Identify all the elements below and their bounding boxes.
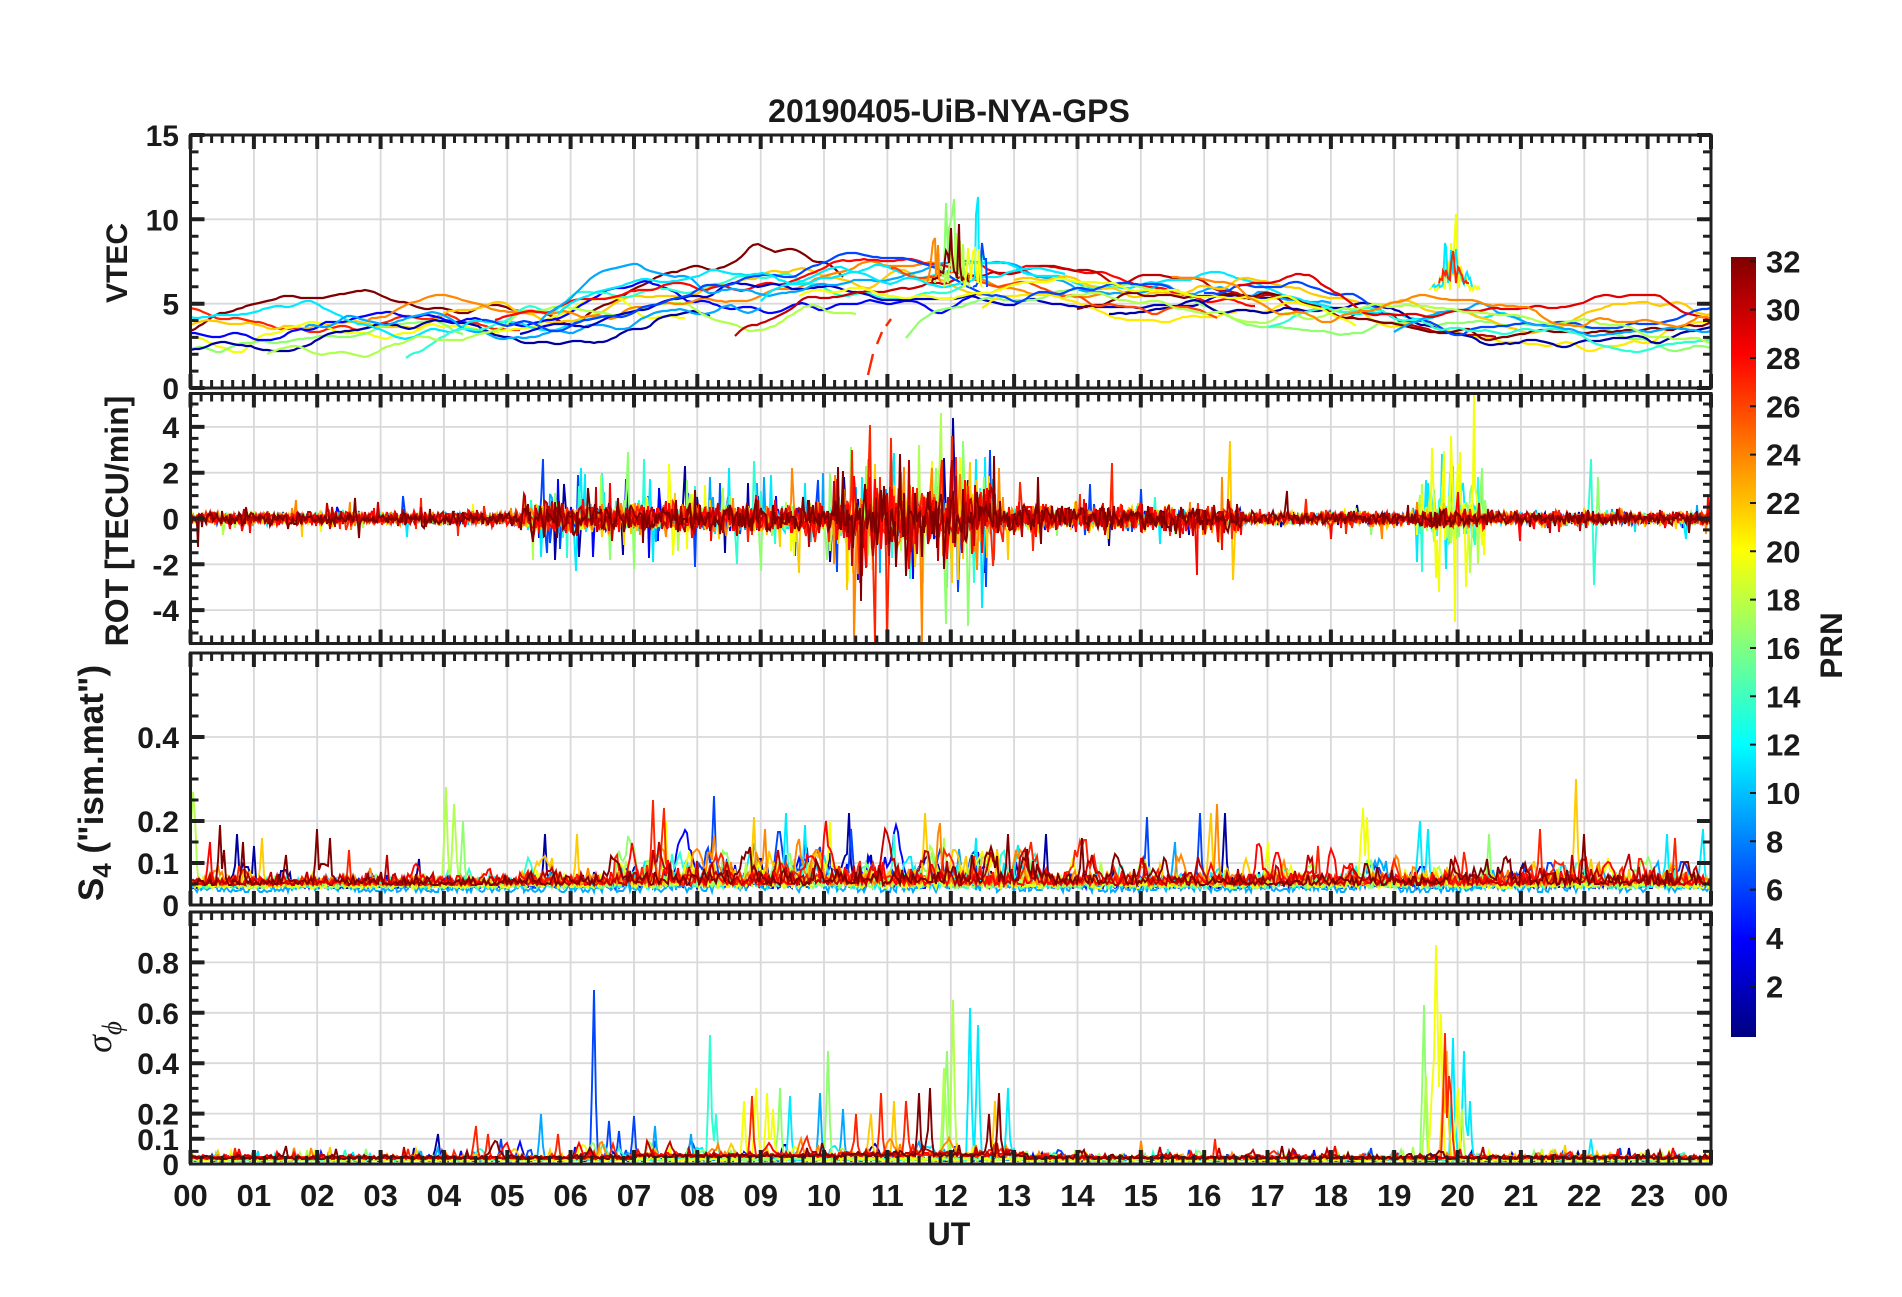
svg-text:12: 12	[1766, 728, 1800, 763]
svg-text:16: 16	[1187, 1178, 1221, 1213]
svg-text:0: 0	[162, 1149, 179, 1182]
svg-text:8: 8	[1766, 824, 1783, 859]
svg-text:0.4: 0.4	[137, 1048, 179, 1081]
svg-text:19: 19	[1377, 1178, 1411, 1213]
svg-text:03: 03	[363, 1178, 397, 1213]
svg-text:10: 10	[807, 1178, 841, 1213]
svg-text:S4 ("ism.mat"): S4 ("ism.mat")	[72, 665, 117, 901]
svg-text:11: 11	[871, 1178, 904, 1213]
svg-text:15: 15	[1124, 1178, 1158, 1213]
svg-text:08: 08	[680, 1178, 714, 1213]
svg-text:13: 13	[997, 1178, 1031, 1213]
svg-text:-2: -2	[152, 549, 179, 582]
svg-text:2: 2	[162, 458, 179, 491]
svg-text:18: 18	[1314, 1178, 1348, 1213]
svg-text:0: 0	[162, 890, 179, 923]
svg-text:10: 10	[146, 204, 179, 237]
svg-text:26: 26	[1766, 389, 1800, 424]
svg-text:4: 4	[162, 412, 179, 445]
svg-text:18: 18	[1766, 583, 1800, 618]
svg-text:0.1: 0.1	[137, 1124, 179, 1157]
svg-text:05: 05	[490, 1178, 524, 1213]
svg-text:0.8: 0.8	[137, 947, 179, 980]
svg-text:6: 6	[1766, 873, 1783, 908]
svg-text:14: 14	[1766, 679, 1801, 714]
svg-text:0: 0	[162, 504, 179, 537]
svg-text:15: 15	[146, 120, 179, 153]
svg-text:0.6: 0.6	[137, 998, 179, 1031]
svg-text:2: 2	[1766, 969, 1783, 1004]
svg-text:17: 17	[1250, 1178, 1284, 1213]
svg-text:12: 12	[934, 1178, 968, 1213]
svg-text:VTEC: VTEC	[101, 223, 134, 303]
svg-text:0.2: 0.2	[137, 1099, 179, 1132]
svg-text:0.1: 0.1	[137, 848, 179, 881]
svg-text:0.2: 0.2	[137, 806, 179, 839]
svg-text:22: 22	[1766, 486, 1800, 521]
svg-text:20: 20	[1766, 534, 1800, 569]
svg-text:21: 21	[1504, 1178, 1538, 1213]
svg-text:06: 06	[553, 1178, 587, 1213]
svg-text:UT: UT	[928, 1216, 971, 1252]
svg-text:01: 01	[237, 1178, 271, 1213]
svg-text:09: 09	[743, 1178, 777, 1213]
svg-text:32: 32	[1766, 244, 1800, 279]
svg-text:00: 00	[1694, 1178, 1728, 1213]
svg-text:14: 14	[1060, 1178, 1095, 1213]
svg-text:02: 02	[300, 1178, 334, 1213]
svg-text:20190405-UiB-NYA-GPS: 20190405-UiB-NYA-GPS	[768, 93, 1130, 129]
svg-text:-4: -4	[152, 595, 179, 628]
svg-text:0.4: 0.4	[137, 722, 179, 755]
svg-text:04: 04	[427, 1178, 462, 1213]
svg-text:28: 28	[1766, 341, 1800, 376]
svg-text:10: 10	[1766, 776, 1800, 811]
svg-text:4: 4	[1766, 921, 1784, 956]
svg-text:30: 30	[1766, 293, 1800, 328]
svg-text:24: 24	[1766, 438, 1801, 473]
svg-text:16: 16	[1766, 631, 1800, 666]
svg-text:PRN: PRN	[1813, 612, 1849, 679]
svg-text:07: 07	[617, 1178, 651, 1213]
svg-text:0: 0	[162, 373, 179, 406]
svg-text:ROT [TECU/min]: ROT [TECU/min]	[99, 396, 135, 647]
svg-text:5: 5	[162, 289, 179, 322]
svg-text:22: 22	[1567, 1178, 1601, 1213]
svg-text:00: 00	[173, 1178, 207, 1213]
svg-text:23: 23	[1630, 1178, 1664, 1213]
svg-text:20: 20	[1440, 1178, 1474, 1213]
